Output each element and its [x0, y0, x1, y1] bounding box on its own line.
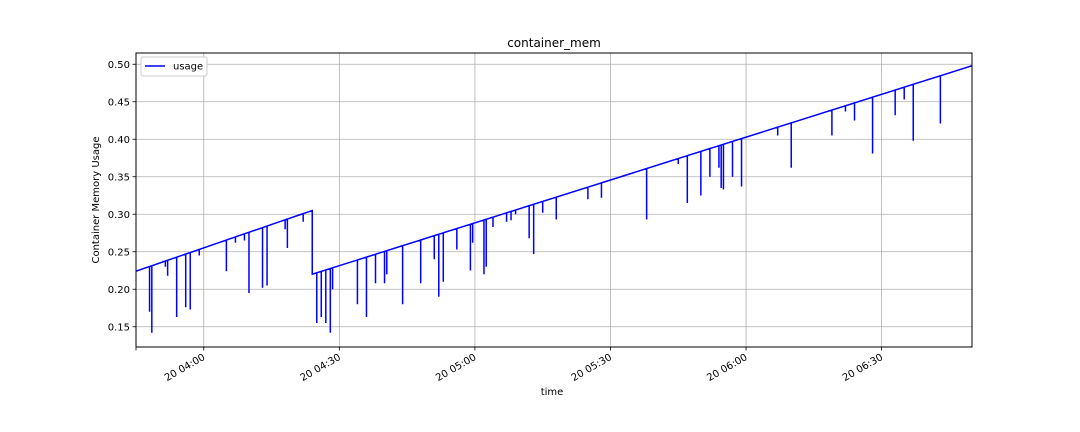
series-line-usage [136, 65, 972, 333]
y-tick-label: 0.30 [108, 210, 130, 221]
x-axis-label: time [541, 387, 564, 398]
y-axis-label: Container Memory Usage [91, 136, 102, 263]
series-group [136, 65, 972, 333]
legend: usage [140, 56, 208, 77]
y-tick-label: 0.45 [108, 97, 130, 108]
y-tick-label: 0.35 [108, 172, 130, 183]
y-axis: 0.15 0.20 0.25 0.30 0.35 0.40 0.45 0.50 [108, 60, 136, 333]
y-tick-label: 0.20 [108, 285, 130, 296]
chart-title: container_mem [507, 36, 601, 50]
y-tick-label: 0.25 [108, 247, 130, 258]
y-tick-label: 0.50 [108, 60, 130, 71]
plot-frame [135, 52, 973, 348]
y-tick-label: 0.40 [108, 135, 130, 146]
legend-box [140, 56, 208, 77]
grid [136, 53, 972, 347]
y-tick-label: 0.15 [108, 322, 130, 333]
legend-label-usage: usage [173, 62, 203, 73]
